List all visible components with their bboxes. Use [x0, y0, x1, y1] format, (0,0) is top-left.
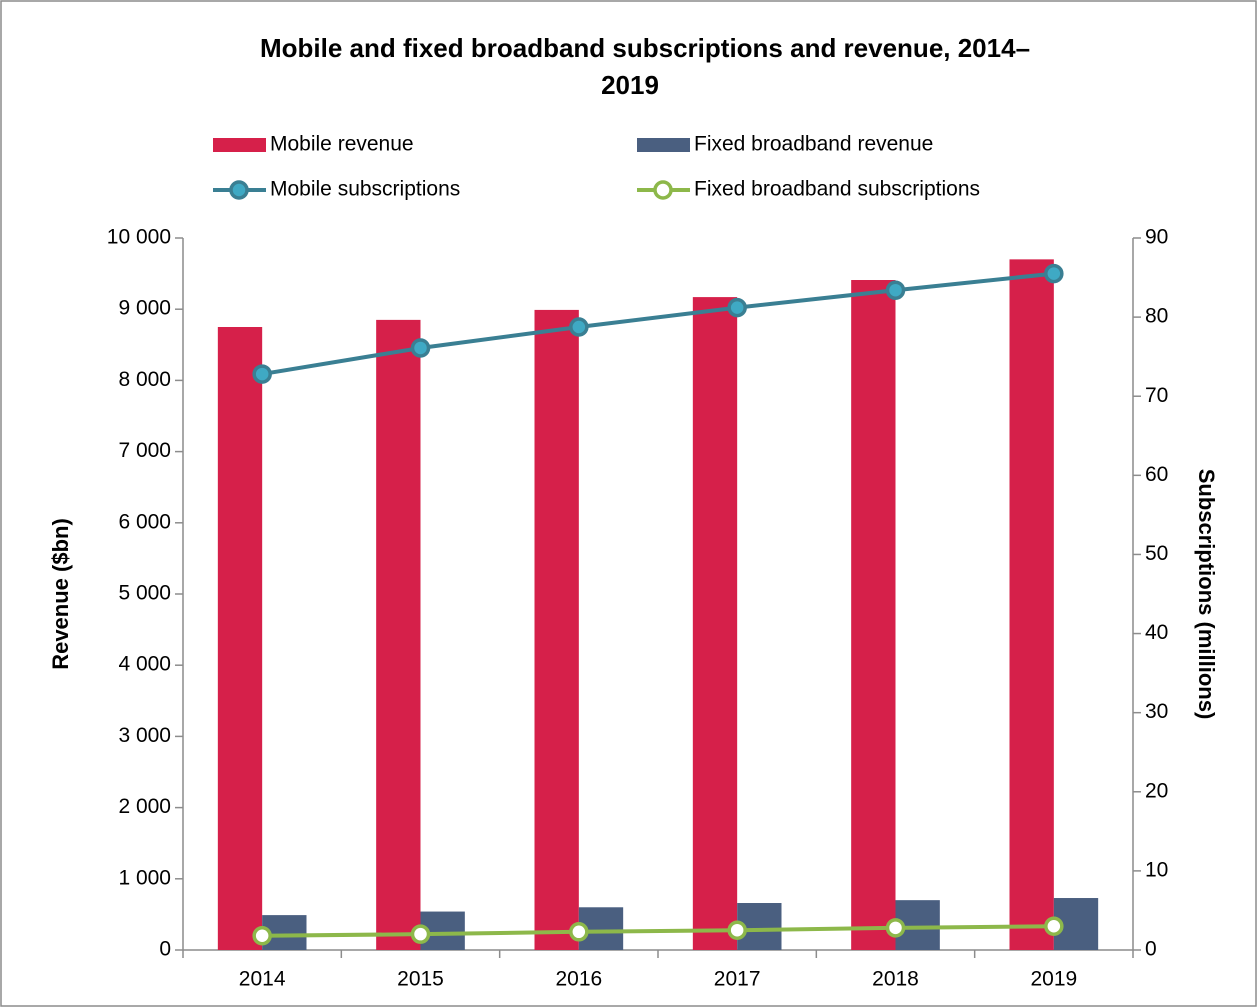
- legend-label: Fixed broadband revenue: [694, 133, 933, 156]
- y2-tick-label: 40: [1145, 621, 1168, 644]
- x-tick-label: 2016: [555, 968, 602, 991]
- x-tick-label: 2018: [872, 968, 919, 991]
- y-tick-label: 1 000: [118, 866, 171, 889]
- legend-swatch: [229, 180, 249, 200]
- legend-label: Mobile subscriptions: [270, 178, 460, 201]
- bar: [1009, 259, 1054, 950]
- y2-tick-label: 60: [1145, 463, 1168, 486]
- y-tick-label: 9 000: [118, 297, 171, 320]
- line-marker: [885, 280, 906, 300]
- x-tick-label: 2014: [239, 968, 286, 991]
- y2-tick-label: 0: [1145, 938, 1157, 961]
- bar: [217, 327, 263, 950]
- legend-swatch: [213, 138, 266, 152]
- chart-title: 2019: [601, 70, 659, 100]
- y-tick-label: 7 000: [118, 439, 171, 462]
- y2-tick-label: 80: [1145, 305, 1168, 328]
- legend-swatch: [653, 180, 673, 200]
- y2-tick-label: 70: [1145, 384, 1168, 407]
- y2-tick-label: 20: [1145, 779, 1168, 802]
- y2-tick-label: 50: [1145, 542, 1168, 565]
- line: [262, 924, 1054, 938]
- line: [261, 271, 1055, 377]
- line-marker: [885, 918, 906, 938]
- line-marker: [252, 926, 272, 946]
- y-tick-label: 0: [159, 938, 171, 961]
- line-marker: [410, 338, 431, 358]
- y-tick-label: 6 000: [118, 510, 171, 533]
- line-marker: [1044, 916, 1064, 937]
- y-tick-label: 2 000: [118, 795, 171, 818]
- bar: [692, 297, 738, 950]
- y-tick-label: 10 000: [107, 226, 171, 249]
- line-marker: [569, 922, 589, 942]
- bar: [851, 280, 896, 950]
- x-tick-label: 2017: [714, 968, 761, 991]
- line-marker: [1044, 263, 1064, 284]
- y-tick-label: 8 000: [118, 368, 171, 391]
- x-tick-label: 2015: [397, 968, 444, 991]
- line-marker: [727, 920, 747, 940]
- line-marker: [252, 364, 272, 384]
- chart-title: Mobile and fixed broadband subscriptions…: [260, 33, 1030, 63]
- legend-label: Fixed broadband subscriptions: [694, 178, 980, 201]
- y2-tick-label: 30: [1145, 700, 1168, 723]
- y2-tick-label: 90: [1145, 226, 1168, 249]
- x-tick-label: 2019: [1030, 968, 1077, 991]
- legend-swatch: [637, 138, 690, 152]
- y-tick-label: 5 000: [118, 582, 171, 605]
- y-tick-label: 3 000: [118, 724, 171, 747]
- bar: [376, 319, 421, 950]
- y2-axis-title: Subscriptions (millions): [1194, 469, 1219, 720]
- line-marker: [727, 297, 747, 318]
- line-marker: [569, 317, 589, 337]
- y-axis-title: Revenue ($bn): [48, 518, 73, 670]
- y-tick-label: 4 000: [118, 653, 171, 676]
- y2-tick-label: 10: [1145, 858, 1168, 881]
- line-marker: [410, 924, 431, 944]
- bar: [534, 309, 579, 950]
- legend-label: Mobile revenue: [270, 133, 414, 156]
